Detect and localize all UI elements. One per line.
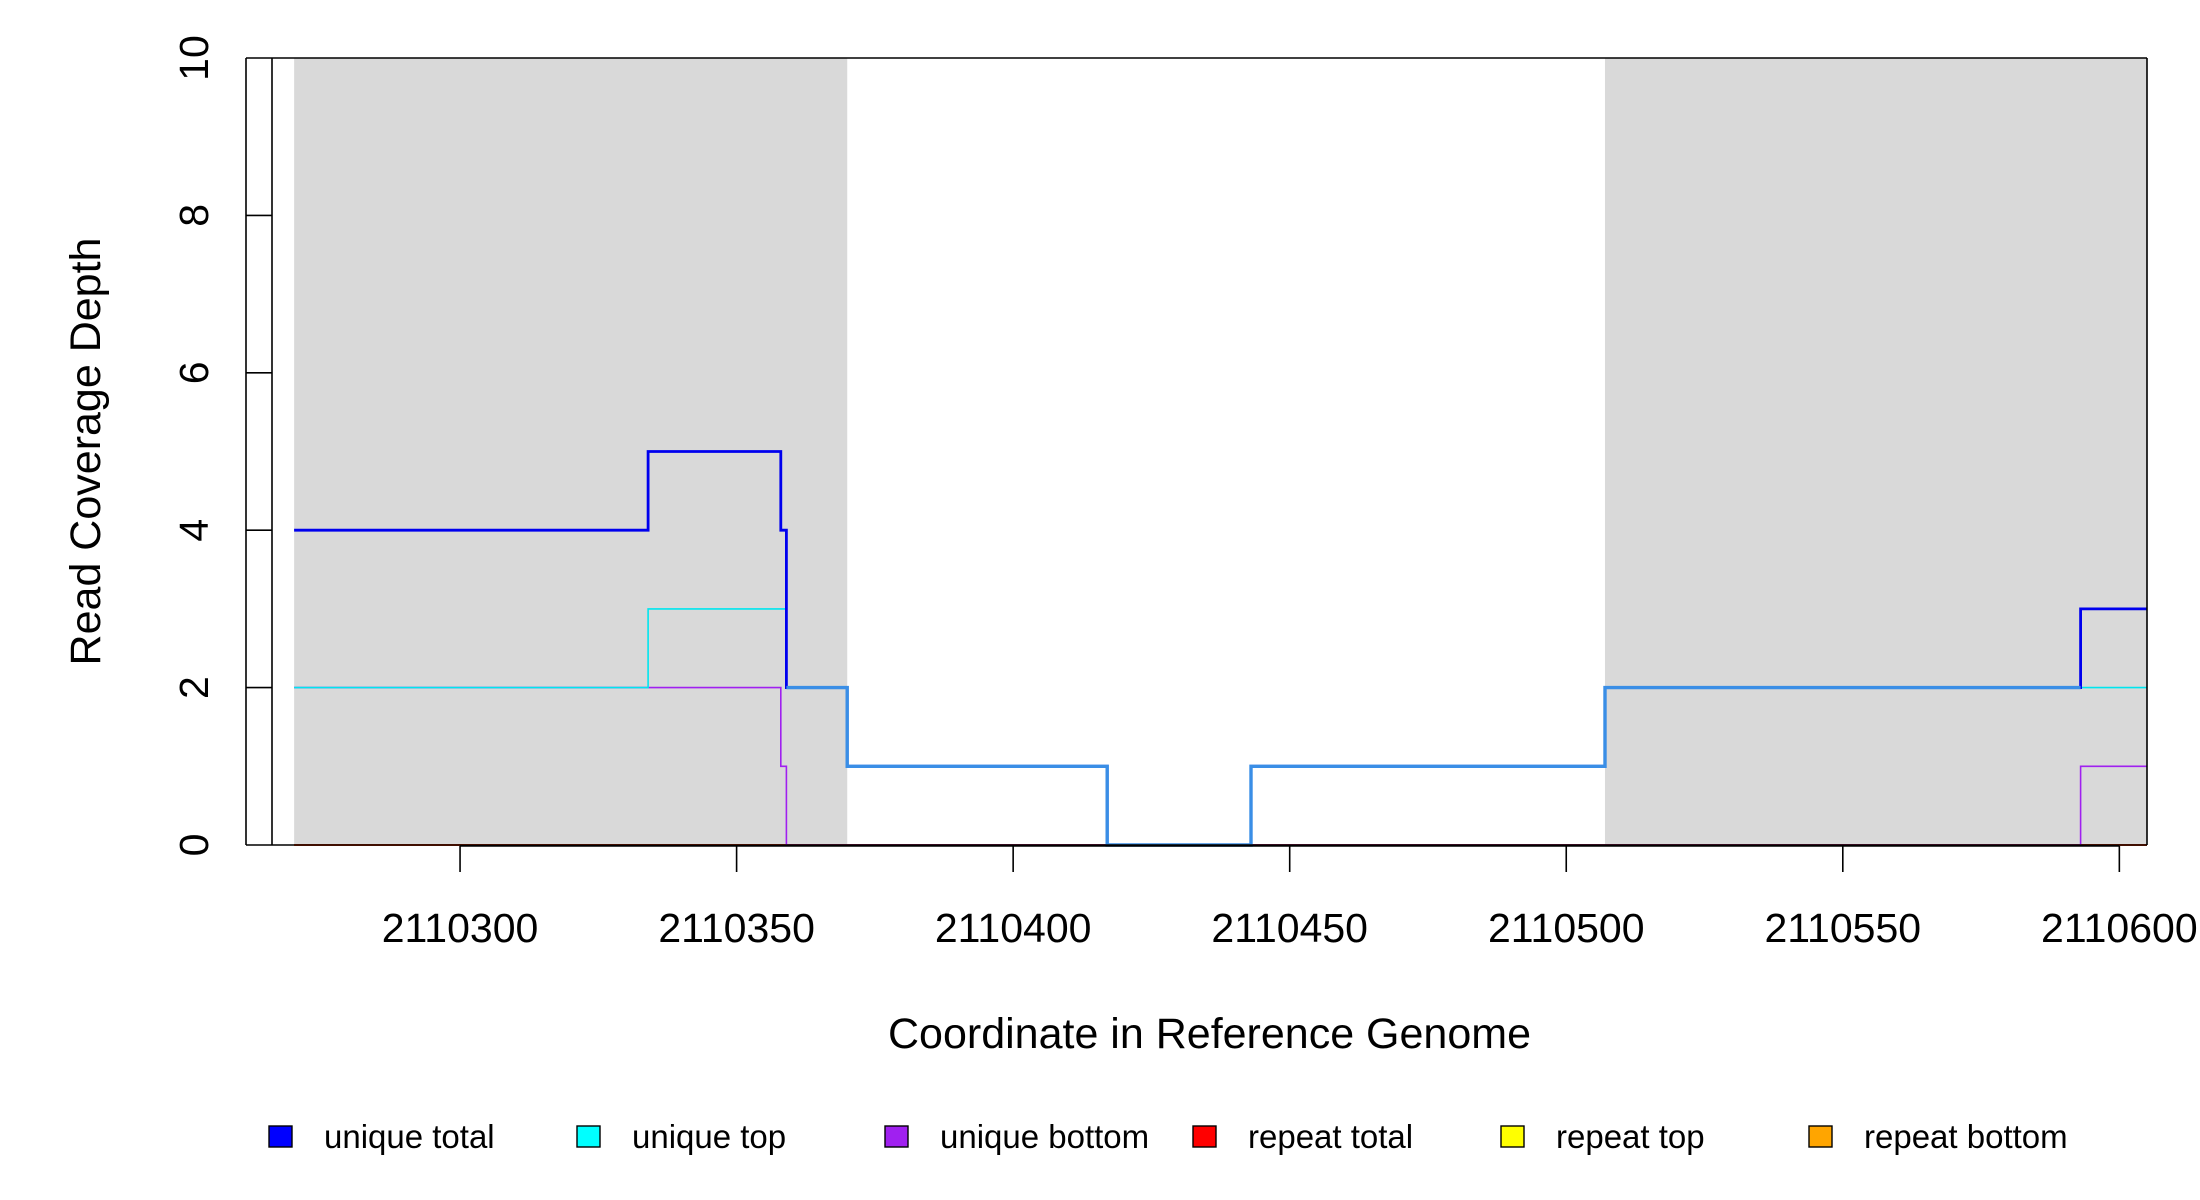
legend-swatch bbox=[884, 1125, 909, 1148]
x-axis: 2110300 2110350 2110400 2110450 2110500 21105… bbox=[382, 845, 2198, 951]
legend-label: unique total bbox=[324, 1118, 495, 1155]
legend-item: unique bottom bbox=[884, 1118, 1149, 1155]
shaded-regions bbox=[294, 58, 2147, 845]
legend-item: unique total bbox=[268, 1118, 495, 1155]
y-tick-label: 8 bbox=[171, 204, 217, 227]
y-tick-label: 0 bbox=[171, 834, 217, 857]
x-tick-label: 2110600 bbox=[2041, 905, 2198, 951]
x-tick-label: 2110500 bbox=[1488, 905, 1645, 951]
x-tick-label: 2110300 bbox=[382, 905, 539, 951]
legend-label: repeat top bbox=[1556, 1118, 1705, 1155]
y-axis-title: Read Coverage Depth bbox=[62, 238, 110, 666]
x-tick-label: 2110350 bbox=[658, 905, 815, 951]
legend-swatch bbox=[1808, 1125, 1833, 1148]
legend-swatch bbox=[1192, 1125, 1217, 1148]
x-tick-label: 2110400 bbox=[935, 905, 1092, 951]
legend-item: repeat bottom bbox=[1808, 1118, 2068, 1155]
legend-swatch bbox=[268, 1125, 293, 1148]
legend-item: repeat total bbox=[1192, 1118, 1413, 1155]
legend-item: unique top bbox=[576, 1118, 786, 1155]
y-tick-label: 4 bbox=[171, 519, 217, 542]
shaded-region bbox=[1604, 58, 2147, 845]
x-tick-label: 2110550 bbox=[1765, 905, 1922, 951]
legend-item: repeat top bbox=[1500, 1118, 1705, 1155]
y-axis: 0 2 4 6 8 10 bbox=[171, 35, 272, 856]
series-line-unique-bottom bbox=[294, 686, 2147, 846]
legend-label: repeat bottom bbox=[1864, 1118, 2068, 1155]
y-tick-label: 2 bbox=[171, 676, 217, 699]
legend-swatch bbox=[576, 1125, 601, 1148]
x-axis-title: Coordinate in Reference Genome bbox=[888, 1010, 1531, 1058]
y-tick-label: 6 bbox=[171, 361, 217, 384]
legend-label: unique top bbox=[632, 1118, 786, 1155]
x-tick-label: 2110450 bbox=[1211, 905, 1368, 951]
legend-swatch bbox=[1500, 1125, 1525, 1148]
legend-label: unique bottom bbox=[940, 1118, 1149, 1155]
y-tick-label: 10 bbox=[171, 35, 217, 81]
legend-label: repeat total bbox=[1248, 1118, 1413, 1155]
legend: unique total unique top unique bottom repea… bbox=[268, 1118, 2068, 1155]
